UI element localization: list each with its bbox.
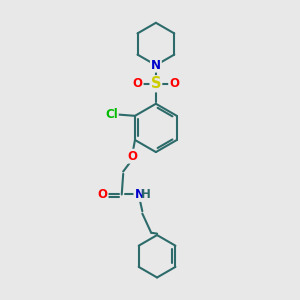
Text: H: H: [141, 188, 151, 201]
Text: S: S: [151, 76, 161, 91]
Text: N: N: [151, 59, 161, 72]
Text: Cl: Cl: [105, 108, 118, 121]
Text: N: N: [134, 188, 144, 201]
Text: O: O: [127, 150, 137, 163]
Text: O: O: [98, 188, 108, 201]
Text: O: O: [133, 77, 142, 90]
Text: O: O: [169, 77, 179, 90]
